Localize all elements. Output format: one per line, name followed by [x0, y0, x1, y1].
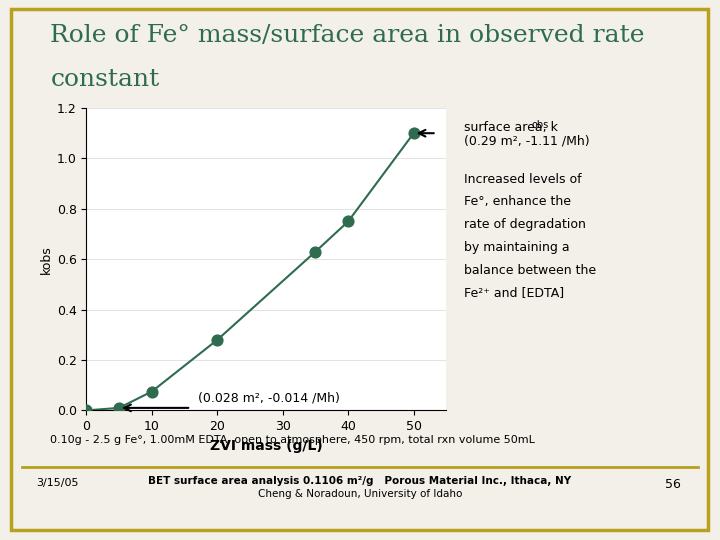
- Point: [343, 217, 354, 226]
- Text: Fe°, enhance the: Fe°, enhance the: [464, 195, 572, 208]
- Text: (0.29 m², -1.11 /Mh): (0.29 m², -1.11 /Mh): [464, 135, 590, 148]
- Text: Cheng & Noradoun, University of Idaho: Cheng & Noradoun, University of Idaho: [258, 489, 462, 499]
- Point: [81, 406, 92, 415]
- Text: balance between the: balance between the: [464, 264, 597, 276]
- Point: [113, 403, 125, 412]
- Text: Increased levels of: Increased levels of: [464, 173, 582, 186]
- Text: Fe²⁺ and [EDTA]: Fe²⁺ and [EDTA]: [464, 286, 564, 299]
- Text: by maintaining a: by maintaining a: [464, 241, 570, 254]
- Text: (0.028 m², -0.014 /Mh): (0.028 m², -0.014 /Mh): [198, 391, 340, 404]
- Text: constant: constant: [50, 68, 160, 91]
- Point: [212, 335, 223, 344]
- Point: [310, 247, 321, 256]
- Point: [408, 129, 420, 138]
- Text: rate of degradation: rate of degradation: [464, 218, 586, 231]
- Text: surface area, k: surface area, k: [464, 122, 558, 134]
- Text: obs: obs: [531, 120, 549, 130]
- X-axis label: ZVI mass (g/L): ZVI mass (g/L): [210, 438, 323, 453]
- Text: 56: 56: [665, 478, 680, 491]
- Text: 3/15/05: 3/15/05: [36, 478, 78, 488]
- Text: kobs: kobs: [40, 245, 53, 274]
- Text: BET surface area analysis 0.1106 m²/g   Porous Material Inc., Ithaca, NY: BET surface area analysis 0.1106 m²/g Po…: [148, 476, 572, 487]
- Text: 0.10g - 2.5 g Fe°, 1.00mM EDTA, open to atmosphere, 450 rpm, total rxn volume 50: 0.10g - 2.5 g Fe°, 1.00mM EDTA, open to …: [50, 435, 535, 445]
- Text: Role of Fe° mass/surface area in observed rate: Role of Fe° mass/surface area in observe…: [50, 24, 645, 48]
- Point: [146, 387, 158, 396]
